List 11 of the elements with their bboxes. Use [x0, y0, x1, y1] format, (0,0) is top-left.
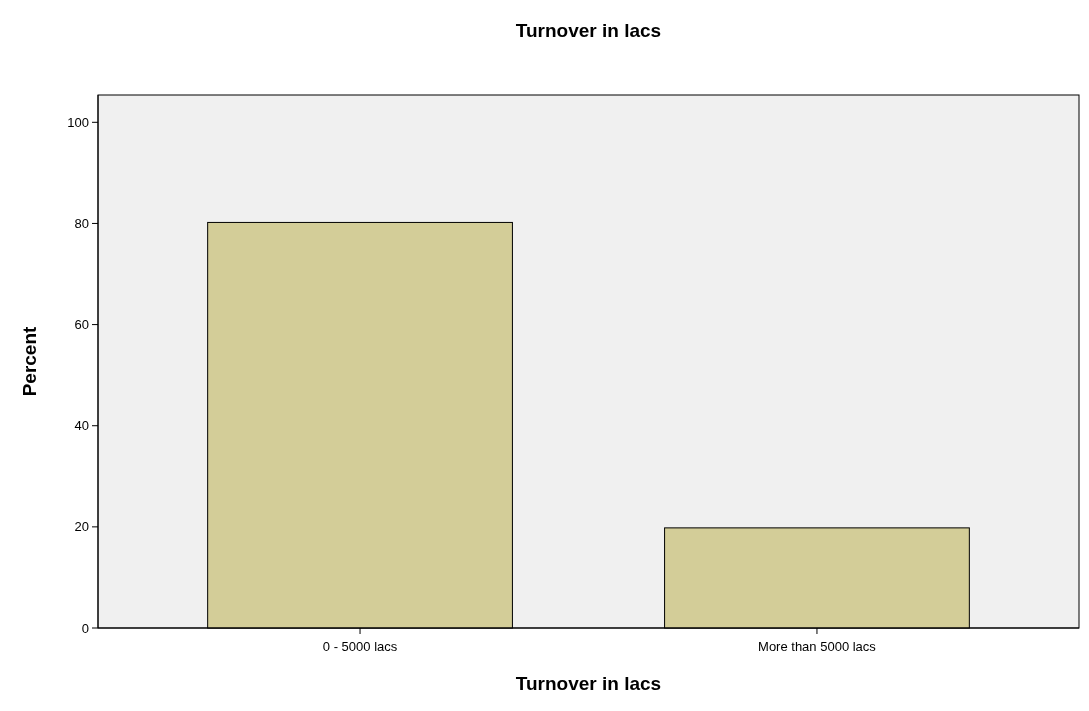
y-tick-label: 40: [74, 418, 89, 434]
y-tick-label: 80: [74, 216, 89, 231]
x-tick-label: 0 - 5000 lacs: [322, 639, 398, 654]
y-tick-label: 100: [67, 114, 89, 130]
y-tick-label: 0: [81, 620, 89, 636]
y-tick-label: 20: [74, 519, 89, 535]
chart-title: Turnover in lacs: [515, 20, 662, 41]
x-tick-label: More than 5000 lacs: [758, 639, 877, 654]
y-axis-title: Percent: [19, 325, 40, 397]
x-axis-title: Turnover in lacs: [515, 673, 662, 694]
y-tick-label: 60: [74, 317, 89, 333]
